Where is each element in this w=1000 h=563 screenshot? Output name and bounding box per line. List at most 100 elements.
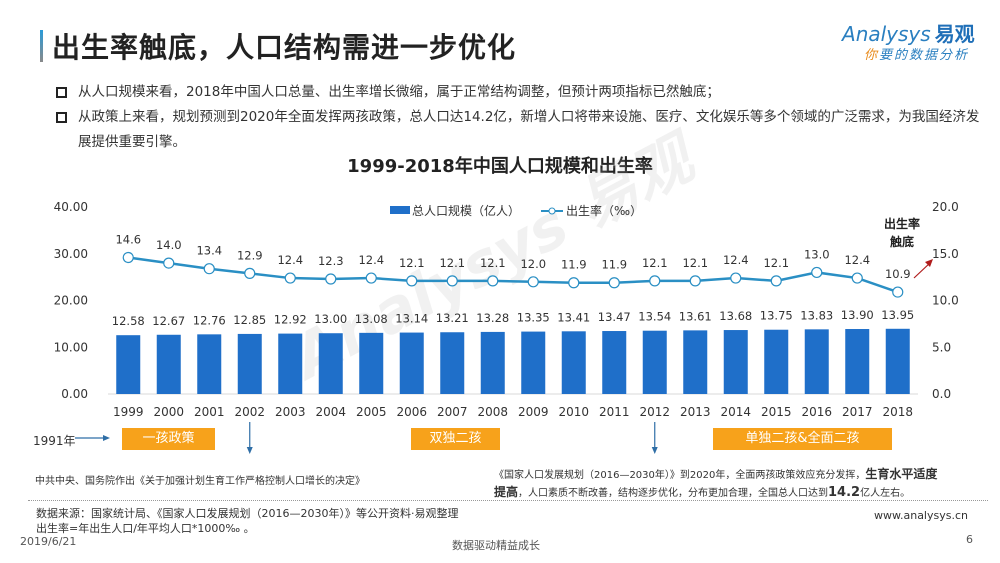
birth-rate-point xyxy=(284,272,296,284)
birth-rate-point xyxy=(487,275,499,287)
x-tick-label: 2006 xyxy=(396,405,427,419)
x-tick-label: 1999 xyxy=(113,405,144,419)
bar xyxy=(359,332,384,394)
down-arrow-head-icon xyxy=(246,447,253,454)
birth-rate-value-label: 12.4 xyxy=(277,253,303,267)
birth-rate-value-label: 10.9 xyxy=(885,267,911,281)
y-right-tick-label: 10.0 xyxy=(932,294,959,308)
birth-rate-point xyxy=(851,272,863,284)
birth-rate-point xyxy=(892,286,904,298)
y-left-tick-label: 30.00 xyxy=(54,247,88,261)
birth-rate-point xyxy=(244,267,256,279)
birth-rate-point xyxy=(203,263,215,275)
bar-value-label: 13.61 xyxy=(679,309,712,323)
logo-brand-cn: 易观 xyxy=(934,22,975,46)
x-tick-label: 2009 xyxy=(518,405,549,419)
y-left-tick-label: 20.00 xyxy=(54,294,88,308)
bar-value-label: 13.35 xyxy=(517,311,550,325)
square-bullet-icon xyxy=(56,87,67,98)
bar-value-label: 13.68 xyxy=(719,309,752,323)
bar-value-label: 12.58 xyxy=(112,314,145,328)
logo-tagline-rest: 要的数据分析 xyxy=(879,48,970,63)
birth-rate-value-label: 11.9 xyxy=(601,258,627,272)
bar-value-label: 13.21 xyxy=(436,311,469,325)
bar-value-label: 13.47 xyxy=(598,310,631,324)
bar xyxy=(480,331,505,394)
data-source: 数据来源：国家统计局、《国家人口发展规划（2016—2030年）》等公开资料·易… xyxy=(36,507,459,520)
page-title: 出生率触底，人口结构需进一步优化 xyxy=(52,31,517,64)
bar xyxy=(642,330,667,394)
website-link[interactable]: www.analysys.cn xyxy=(874,509,968,522)
legend-line-marker xyxy=(548,207,556,215)
x-tick-label: 2004 xyxy=(315,405,346,419)
birth-rate-value-label: 12.1 xyxy=(399,256,425,270)
policy-note-plan: 《国家人口发展规划（2016—2030年）》到2020年，全面两孩政策效应充分发… xyxy=(494,466,944,502)
title-accent-bar xyxy=(40,30,43,62)
birth-rate-point xyxy=(163,257,175,269)
y-left-tick-label: 0.00 xyxy=(61,387,88,401)
birth-rate-point xyxy=(608,277,620,289)
annotation-label: 出生率 xyxy=(884,216,920,231)
timeline-start-label: 1991年 xyxy=(33,434,76,448)
bullet-text: 从人口规模来看，2018年中国人口总量、出生率增长微缩，属于正常结构调整，但预计… xyxy=(78,84,720,100)
bar-value-label: 13.00 xyxy=(314,312,347,326)
x-tick-label: 2016 xyxy=(801,405,832,419)
note-bold: 14.2 xyxy=(828,485,861,500)
timeline-arrow-head-icon xyxy=(103,435,110,441)
footer-date: 2019/6/21 xyxy=(20,535,77,548)
analysys-logo: Analysys 易观 你要的数据分析 xyxy=(842,16,992,66)
x-tick-label: 2014 xyxy=(720,405,751,419)
birth-rate-value-label: 12.1 xyxy=(439,256,465,270)
bar xyxy=(521,331,546,394)
bar xyxy=(683,330,708,394)
x-tick-label: 2012 xyxy=(639,405,670,419)
chart-title: 1999-2018年中国人口规模和出生率 xyxy=(347,156,653,177)
bar-value-label: 13.95 xyxy=(881,308,914,322)
x-tick-label: 2001 xyxy=(194,405,225,419)
birth-rate-point xyxy=(649,275,661,287)
bar xyxy=(318,333,343,394)
birth-rate-point xyxy=(527,276,539,288)
birth-rate-point xyxy=(325,273,337,285)
policy-note-1991: 中共中央、国务院作出《关于加强计划生育工作严格控制人口增长的决定》 xyxy=(35,476,365,487)
bar xyxy=(197,334,222,394)
birth-rate-value-label: 12.1 xyxy=(763,256,789,270)
bar xyxy=(885,328,910,394)
down-arrow-head-icon xyxy=(651,447,658,454)
birth-rate-point xyxy=(446,275,458,287)
birth-rate-value-label: 11.9 xyxy=(561,258,587,272)
birth-rate-point xyxy=(406,275,418,287)
bar-value-label: 13.28 xyxy=(476,311,509,325)
x-tick-label: 2015 xyxy=(761,405,792,419)
x-tick-label: 2018 xyxy=(882,405,913,419)
annotation-arrow-head-icon xyxy=(925,259,933,267)
birth-rate-point xyxy=(730,272,742,284)
y-left-tick-label: 40.00 xyxy=(54,200,88,214)
x-tick-label: 2013 xyxy=(680,405,711,419)
birth-rate-value-label: 14.6 xyxy=(115,232,141,246)
bar xyxy=(602,331,627,394)
policy-one-child: 一孩政策 xyxy=(122,428,215,450)
birth-rate-value-label: 13.0 xyxy=(804,247,830,261)
bar-value-label: 12.76 xyxy=(193,313,226,327)
footer-divider xyxy=(28,500,988,501)
note-text: 亿人左右。 xyxy=(860,488,911,499)
bar-value-label: 13.08 xyxy=(355,312,388,326)
y-right-tick-label: 20.0 xyxy=(932,200,959,214)
bar xyxy=(399,332,424,394)
bar xyxy=(804,329,829,394)
annotation-label: 触底 xyxy=(890,234,914,249)
birth-rate-line xyxy=(128,256,899,294)
bar xyxy=(116,335,141,394)
x-tick-label: 2000 xyxy=(153,405,184,419)
bar xyxy=(440,332,465,394)
logo-tagline-first: 你 xyxy=(864,48,880,63)
y-left-tick-label: 10.00 xyxy=(54,340,88,354)
y-right-tick-label: 0.0 xyxy=(932,387,951,401)
bullet-text: 从政策上来看，规划预测到2020年全面发挥两孩政策，总人口达14.2亿，新增人口… xyxy=(78,109,980,150)
bar-value-label: 12.92 xyxy=(274,313,307,327)
bar-value-label: 13.41 xyxy=(557,310,590,324)
x-tick-label: 2017 xyxy=(842,405,873,419)
logo-prefix: A xyxy=(842,22,856,46)
